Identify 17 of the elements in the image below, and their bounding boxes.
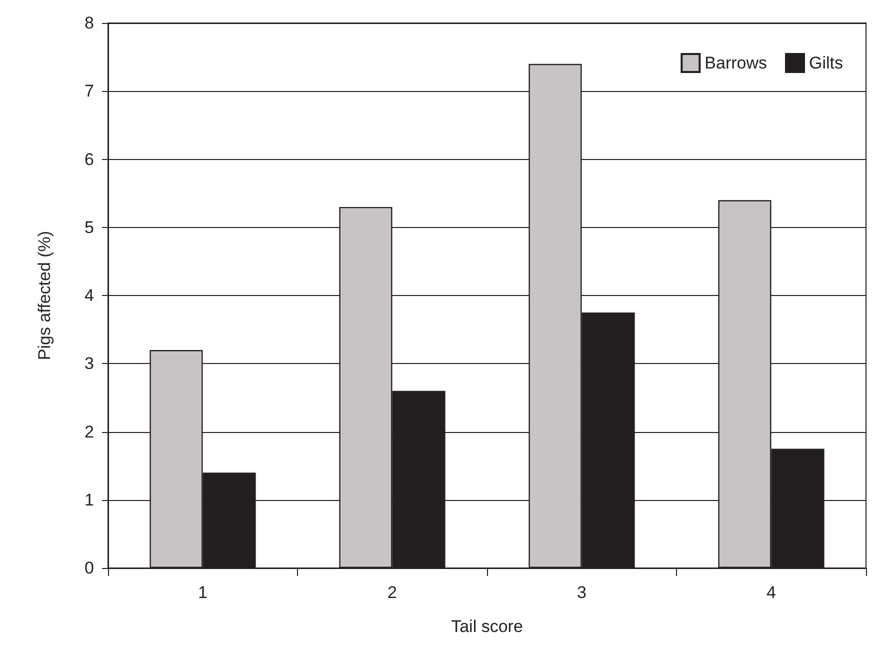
- x-tick-label: 3: [577, 583, 586, 602]
- legend-label: Gilts: [809, 54, 843, 72]
- y-axis-title: Pigs affected (%): [35, 230, 54, 360]
- y-tick-label: 8: [84, 14, 94, 32]
- legend-label: Barrows: [704, 54, 768, 72]
- y-tick-label: 2: [84, 422, 94, 442]
- y-tick-label: 5: [84, 218, 94, 237]
- x-axis-title: Tail score: [451, 617, 523, 636]
- x-tick-label: 2: [388, 583, 397, 602]
- y-tick-label: 0: [84, 558, 94, 578]
- x-tick-label: 4: [766, 583, 776, 602]
- y-tick-label: 4: [84, 286, 94, 305]
- x-tick-label: 1: [198, 583, 208, 602]
- y-tick-label: 3: [84, 354, 94, 374]
- y-tick-label: 7: [84, 82, 94, 101]
- y-tick-label: 6: [84, 150, 94, 169]
- y-tick-label: 1: [84, 490, 94, 510]
